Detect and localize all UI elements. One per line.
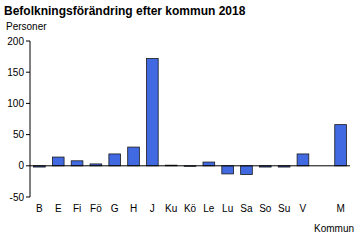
chart-svg: Befolkningsförändring efter kommun 2018 P… [0,0,360,246]
x-tick-label: E [55,203,62,214]
x-tick-label: H [130,203,137,214]
bars [34,58,347,174]
x-tick-label: Lu [222,203,233,214]
bar [241,166,253,175]
y-axis-label: Personer [6,21,47,32]
x-tick-label: Su [278,203,290,214]
x-tick-label: V [300,203,307,214]
title: Befolkningsförändring efter kommun 2018 [4,4,246,18]
x-tick-label: Fi [73,203,81,214]
y-tick-label: 200 [7,36,24,47]
x-tick-label: Le [203,203,215,214]
bar [52,157,64,166]
bar [335,125,347,166]
x-tick-label: J [150,203,155,214]
zero-line [30,165,350,166]
y-tick-label: 100 [7,98,24,109]
bar [109,154,121,166]
y-tick [26,41,30,42]
x-tick-label: Sa [240,203,253,214]
x-axis-label: Kommun [314,223,354,234]
y-tick-label: 0 [18,160,24,171]
y-tick [26,197,30,198]
x-tick-label: So [259,203,272,214]
bar [71,161,83,166]
bar [203,162,215,166]
bar [222,166,234,174]
x-tick-label: Kö [184,203,197,214]
x-tick-label: Ku [165,203,177,214]
y-tick-label: -50 [10,192,25,203]
y-tick [26,165,30,166]
x-tick-label: Fö [90,203,102,214]
chart-container: Befolkningsförändring efter kommun 2018 P… [0,0,360,246]
x-tick-label: G [111,203,119,214]
bar [147,58,159,165]
x-tick-label: M [336,203,344,214]
y-tick [26,103,30,104]
x-tick-label: B [36,203,43,214]
bar [128,147,140,166]
y-axis [30,41,31,197]
y-tick-label: 50 [13,129,25,140]
y-tick [26,72,30,73]
y-tick-label: 150 [7,67,24,78]
bar [297,154,309,166]
y-tick [26,134,30,135]
